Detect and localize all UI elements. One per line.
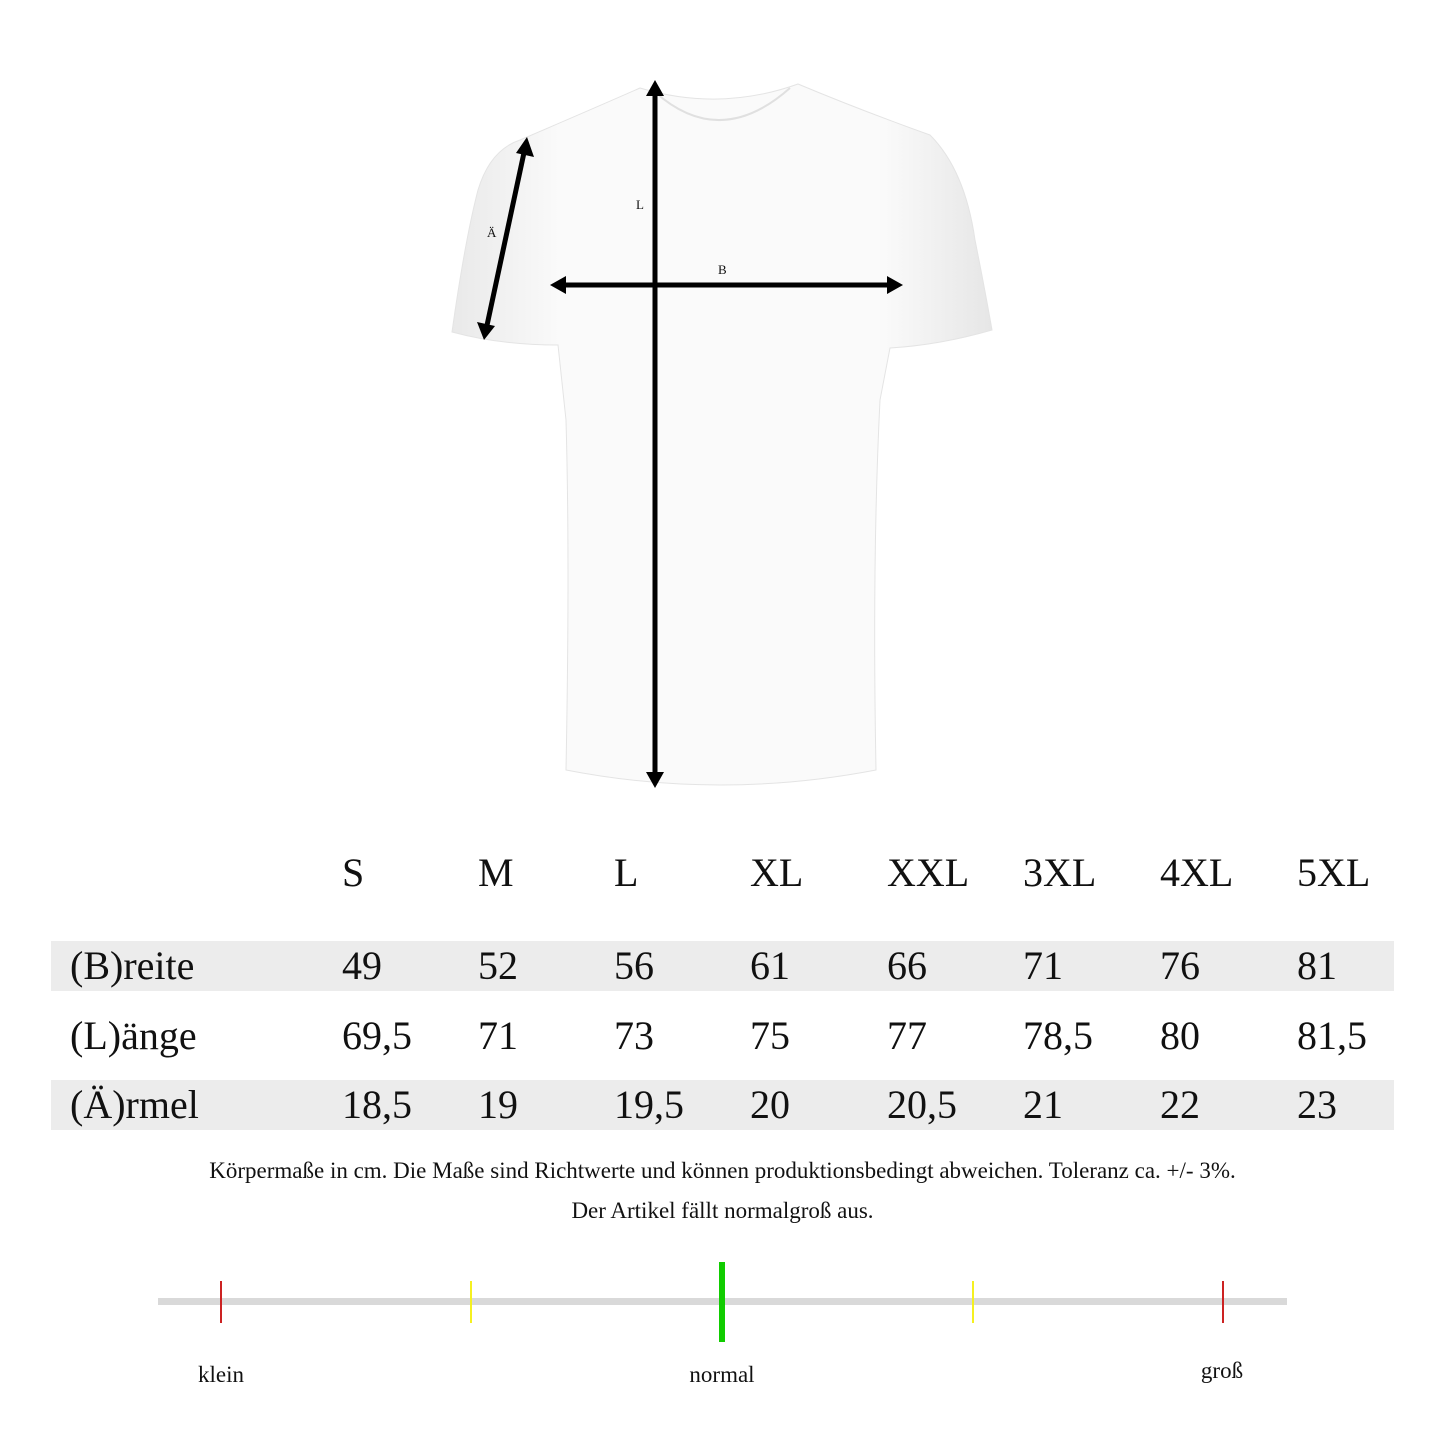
table-cell: 23 xyxy=(1297,1082,1337,1127)
size-header: 5XL xyxy=(1297,850,1371,895)
size-header: XXL xyxy=(887,850,970,895)
fit-label-small: klein xyxy=(198,1362,244,1387)
table-cell: 19,5 xyxy=(614,1082,684,1127)
fit-label-normal: normal xyxy=(689,1362,755,1387)
table-cell: 20,5 xyxy=(887,1082,957,1127)
table-cell: 49 xyxy=(342,943,382,988)
tshirt-image xyxy=(451,83,993,786)
size-header: XL xyxy=(750,850,804,895)
row-label: (L)änge xyxy=(70,1013,197,1058)
fit-tick-slightly-small xyxy=(470,1281,472,1323)
size-header: 3XL xyxy=(1023,850,1097,895)
table-cell: 76 xyxy=(1160,943,1200,988)
table-cell: 20 xyxy=(750,1082,790,1127)
table-cell: 71 xyxy=(478,1013,518,1058)
table-cell: 18,5 xyxy=(342,1082,412,1127)
row-label: (Ä)rmel xyxy=(70,1082,199,1127)
length-label: L xyxy=(636,197,644,212)
fit-note: Der Artikel fällt normalgroß aus. xyxy=(571,1198,874,1223)
size-header: 4XL xyxy=(1160,850,1234,895)
table-cell: 78,5 xyxy=(1023,1013,1093,1058)
table-cell: 19 xyxy=(478,1082,518,1127)
sleeve-label: Ä xyxy=(487,225,497,240)
table-cell: 56 xyxy=(614,943,654,988)
row-label: (B)reite xyxy=(70,943,195,988)
table-cell: 21 xyxy=(1023,1082,1063,1127)
table-cell: 73 xyxy=(614,1013,654,1058)
size-header: L xyxy=(614,850,639,895)
size-header: M xyxy=(478,850,514,895)
fit-indicator xyxy=(719,1262,725,1342)
measurement-note: Körpermaße in cm. Die Maße sind Richtwer… xyxy=(209,1158,1236,1183)
table-cell: 61 xyxy=(750,943,790,988)
width-arrow xyxy=(550,276,903,294)
table-cell: 71 xyxy=(1023,943,1063,988)
tshirt-measurement-diagram xyxy=(451,80,993,788)
row-band-aermel xyxy=(51,1080,1394,1130)
fit-tick-small xyxy=(220,1281,222,1323)
table-cell: 80 xyxy=(1160,1013,1200,1058)
fit-label-large: groß xyxy=(1200,1358,1244,1383)
table-cell: 81 xyxy=(1297,943,1337,988)
table-cell: 75 xyxy=(750,1013,790,1058)
table-cell: 77 xyxy=(887,1013,927,1058)
width-label: B xyxy=(718,262,727,277)
fit-tick-slightly-large xyxy=(972,1281,974,1323)
row-band-breite xyxy=(51,941,1394,991)
size-header: S xyxy=(342,850,365,895)
sleeve-arrow xyxy=(477,137,534,340)
length-arrow xyxy=(646,80,664,788)
table-cell: 69,5 xyxy=(342,1013,412,1058)
table-cell: 66 xyxy=(887,943,927,988)
table-cell: 52 xyxy=(478,943,518,988)
table-cell: 81,5 xyxy=(1297,1013,1367,1058)
fit-tick-large xyxy=(1222,1281,1224,1323)
table-cell: 22 xyxy=(1160,1082,1200,1127)
